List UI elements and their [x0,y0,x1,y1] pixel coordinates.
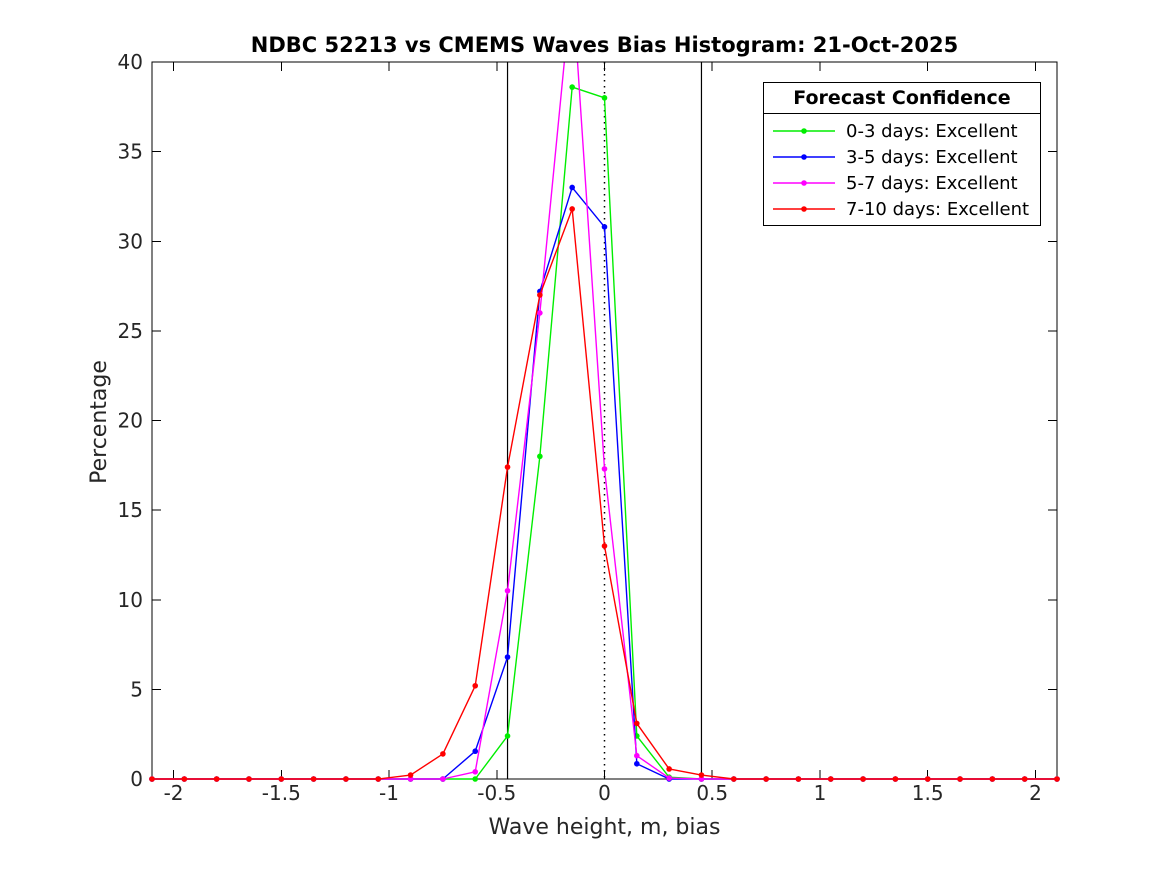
x-tick-label: 2 [1029,781,1042,805]
y-tick-label: 5 [130,677,143,701]
y-tick-label: 15 [118,498,143,522]
data-point-marker [957,776,963,782]
data-point-marker [569,206,575,212]
data-point-marker [375,776,382,782]
legend-entry-label: 0-3 days: Excellent [846,120,1018,142]
y-tick-label: 25 [118,319,143,343]
y-tick-label: 20 [118,409,143,433]
y-tick-label: 35 [118,140,143,164]
legend-line-sample [773,154,835,160]
data-point-marker [601,466,608,472]
legend-marker [801,128,807,134]
data-point-marker [537,292,543,298]
x-tick-label: 1 [814,781,827,805]
x-tick-label: -0.5 [477,781,516,805]
data-point-marker [343,776,349,782]
data-point-marker [601,224,608,230]
data-point-marker [666,775,672,781]
data-point-marker [1054,776,1060,782]
y-tick-label: 30 [118,229,143,253]
legend-line-sample [773,206,835,212]
data-point-marker [634,752,640,759]
data-point-marker [246,776,252,782]
legend-marker [801,180,807,186]
data-point-marker [989,776,996,782]
data-point-marker [666,766,672,772]
data-point-marker [698,772,705,778]
data-point-marker [601,543,608,549]
data-point-marker [472,682,479,689]
x-tick-label: -2 [164,781,184,805]
data-point-marker [924,776,931,782]
data-point-marker [730,776,737,782]
data-point-marker [472,748,479,755]
y-tick-label: 0 [130,767,143,791]
y-axis-label: Percentage [87,360,112,484]
data-point-marker [472,776,479,782]
data-point-marker [860,776,866,782]
legend-title: Forecast Confidence [764,83,1040,114]
x-tick-label: 1.5 [912,781,944,805]
legend: Forecast Confidence 0-3 days: Excellent 3… [763,82,1041,226]
data-point-marker [537,310,543,316]
legend-entry: 0-3 days: Excellent [764,118,1040,144]
data-point-marker [504,587,511,594]
data-point-marker [795,776,802,782]
legend-entry: 7-10 days: Excellent [764,196,1040,222]
chart-title: NDBC 52213 vs CMEMS Waves Bias Histogram… [250,33,959,57]
data-point-marker [537,453,543,460]
legend-entry-label: 5-7 days: Excellent [846,172,1018,194]
legend-rows: 0-3 days: Excellent 3-5 days: Excellent 5-… [764,114,1040,222]
data-point-marker [181,776,188,782]
legend-entry-label: 3-5 days: Excellent [846,146,1018,168]
y-tick-label: 40 [118,50,143,74]
data-point-marker [569,184,575,191]
data-point-marker [213,776,220,782]
data-point-marker [310,776,317,782]
x-tick-label: 0 [598,781,611,805]
legend-marker [801,154,807,160]
legend-entry: 5-7 days: Excellent [764,170,1040,196]
data-point-marker [504,654,511,660]
legend-marker [801,206,807,212]
data-point-marker [407,772,414,778]
data-point-marker [278,776,285,782]
data-point-marker [601,95,608,101]
y-tick-label: 10 [118,588,143,612]
data-point-marker [440,751,446,757]
data-point-marker [504,733,511,739]
x-tick-label: -1 [379,781,399,805]
data-point-marker [569,84,575,90]
data-point-marker [440,776,446,782]
data-point-marker [698,776,705,782]
legend-entry-label: 7-10 days: Excellent [846,198,1030,220]
data-point-marker [472,769,479,775]
data-point-marker [149,776,155,782]
data-point-marker [407,776,414,782]
data-point-marker [634,760,640,767]
data-point-marker [827,776,834,782]
series-group [149,62,1060,782]
data-point-marker [763,776,769,782]
data-point-marker [504,464,511,470]
legend-line-sample [773,128,835,134]
legend-line-sample [773,180,835,186]
data-point-marker [1021,776,1028,782]
data-point-marker [892,776,899,782]
legend-entry: 3-5 days: Excellent [764,144,1040,170]
data-point-marker [634,720,640,727]
x-tick-label: -1.5 [262,781,301,805]
x-tick-label: 0.5 [696,781,728,805]
x-axis-label: Wave height, m, bias [488,815,721,840]
series-7-10 [149,206,1060,782]
